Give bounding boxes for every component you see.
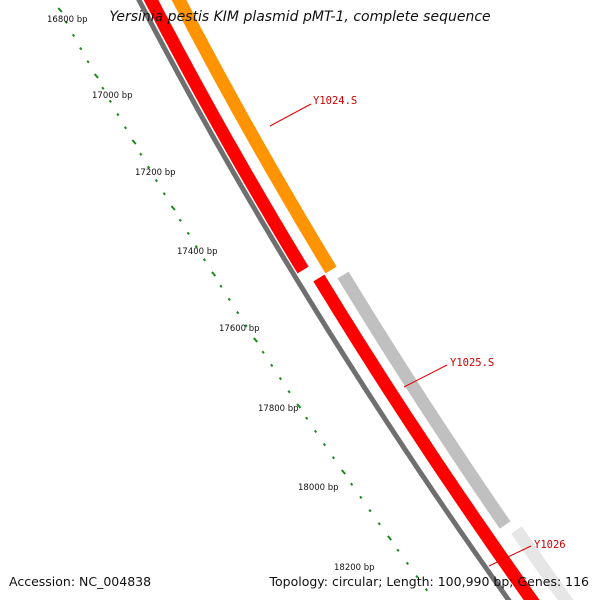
ruler-tick (108, 99, 112, 104)
ruler-tick (211, 271, 217, 277)
gene-label-leader (488, 545, 532, 567)
ruler-tick (340, 469, 346, 475)
cds-strand-segment (313, 274, 540, 600)
topology-text: Topology: circular; Length: 100,990 bp; … (269, 574, 590, 589)
ruler-tick (278, 376, 282, 381)
ruler-tick (162, 192, 166, 196)
ruler-tick (405, 561, 409, 566)
ruler-tick (287, 390, 291, 394)
ruler-label: 17000 bp (92, 91, 133, 101)
ruler-tick (93, 73, 99, 79)
ruler-tick (101, 86, 105, 90)
gene-labels: Y1024.S Y1025.S Y1026 (269, 95, 566, 567)
ruler-tick (202, 258, 207, 262)
ruler-tick (368, 508, 372, 513)
ruler-label: 18000 bp (298, 483, 339, 493)
ruler-tick (322, 442, 327, 447)
ruler-tick (236, 310, 240, 315)
ruler-tick (139, 152, 143, 156)
ruler-tick (219, 284, 223, 288)
gene-block-y1024-s (171, 0, 337, 274)
ruler-tick (147, 165, 151, 170)
gene-tracks (136, 0, 574, 600)
map-title: Yersinia pestis KIM plasmid pMT-1, compl… (109, 9, 491, 25)
ruler-label: 16800 bp (47, 15, 88, 25)
ruler-label: 18200 bp (334, 563, 375, 573)
gene-label: Y1025.S (450, 357, 494, 369)
accession-text: Accession: NC_004838 (9, 574, 152, 589)
ruler: 16800 bp 17000 bp 17200 bp 17400 bp 17600 bp… (47, 7, 429, 592)
ruler-tick (270, 363, 274, 368)
gene-label-leader (403, 364, 448, 388)
ruler-tick (396, 548, 400, 552)
ruler-tick (424, 588, 429, 592)
ruler-tick (387, 535, 393, 541)
ruler-tick (194, 244, 198, 249)
backbone-strand (136, 0, 512, 600)
ruler-tick (79, 46, 83, 51)
ruler-tick (178, 218, 182, 222)
ruler-tick (261, 350, 265, 354)
gene-label: Y1026 (534, 539, 566, 551)
ruler-tick (350, 482, 354, 486)
ruler-tick (415, 574, 419, 579)
ruler-tick (359, 495, 363, 500)
ruler-tick (244, 324, 248, 328)
ruler-tick (296, 403, 302, 409)
ruler-label: 17600 bp (219, 324, 260, 334)
ruler-tick (227, 297, 231, 302)
cds-strand-segment (143, 0, 309, 274)
gene-block-y1025-s (337, 271, 511, 529)
ruler-tick (131, 139, 137, 145)
ruler-tick (57, 7, 63, 13)
ruler-tick (170, 205, 176, 211)
ruler-tick (305, 416, 309, 420)
gene-label-leader (269, 103, 312, 127)
ruler-label: 17200 bp (135, 168, 176, 178)
gene-block-y1026 (511, 526, 574, 600)
ruler-tick (86, 60, 90, 64)
ruler-tick (116, 112, 120, 117)
ruler-tick (253, 337, 259, 343)
ruler-tick (331, 456, 336, 460)
gene-label: Y1024.S (313, 95, 357, 107)
ruler-tick (71, 33, 76, 38)
ruler-tick (377, 522, 381, 526)
ruler-tick (186, 231, 190, 236)
ruler-tick (123, 126, 128, 130)
ruler-label: 17800 bp (258, 404, 299, 414)
ruler-tick (64, 20, 68, 24)
ruler-tick (313, 429, 318, 434)
ruler-tick (154, 178, 158, 183)
ruler-label: 17400 bp (177, 247, 218, 257)
